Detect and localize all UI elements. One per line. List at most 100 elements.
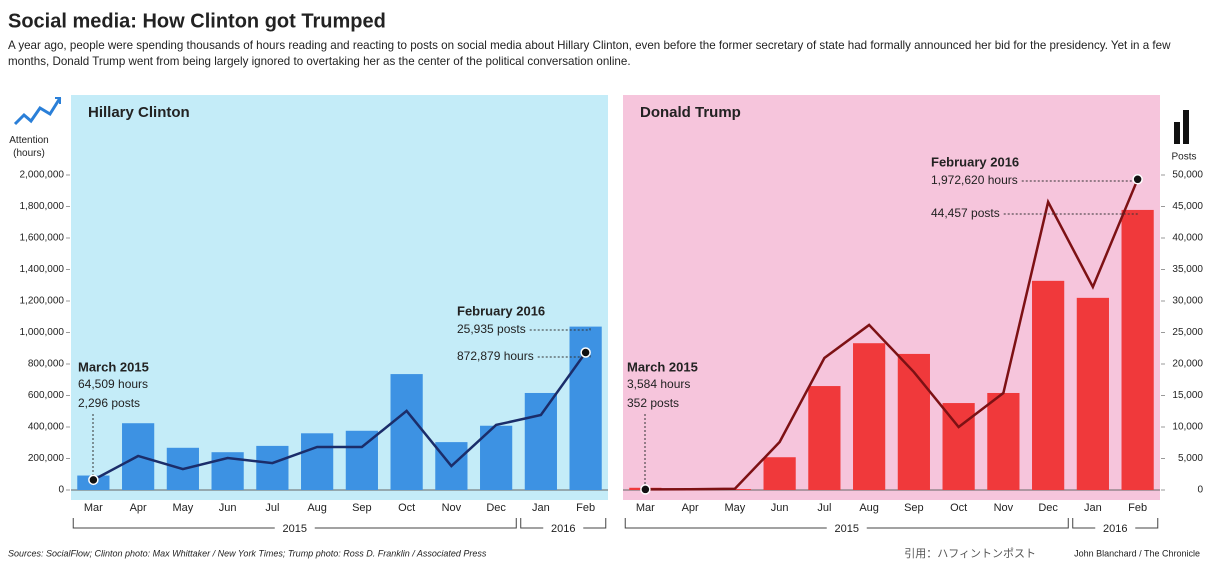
x-tick-label: Aug [307,502,327,514]
y2-tick-label: 45,000 [1172,201,1203,212]
group-bracket [1072,518,1159,529]
y-tick-label: 1,400,000 [20,264,65,275]
x-tick-label: Jul [817,502,831,514]
x-tick-label: Oct [398,502,415,514]
y2-tick-label: 20,000 [1172,359,1203,370]
bar [256,445,289,490]
x-tick-label: Jul [265,502,279,514]
subtitle: A year ago, people were spending thousan… [8,39,1171,68]
annotation: February 2016 [457,303,545,318]
y-tick-label: 1,800,000 [20,201,65,212]
bar [897,353,930,490]
y-axis-label: Attention (hours) [9,135,49,159]
bar [301,433,334,490]
bar-icon [1183,110,1189,144]
quote: 引用：ハフィントンポスト [904,546,1036,560]
panel-background [623,95,1160,500]
x-tick-label: Dec [1038,502,1058,514]
y2-tick-label: 30,000 [1172,296,1203,307]
group-label: 2015 [283,523,307,535]
x-tick-label: Sep [904,502,924,514]
x-tick-label: Mar [636,502,655,514]
group-bracket [520,518,607,529]
x-tick-label: Nov [442,502,462,514]
y2-tick-label: 5,000 [1178,453,1203,464]
leader [537,352,591,358]
value-label: 3,584 hours [627,377,690,391]
y-tick-label: 400,000 [28,422,65,433]
x-tick-label: Nov [994,502,1014,514]
bar [1032,280,1065,490]
bar [1121,209,1154,490]
point-marker [1132,174,1143,185]
y-tick-label: 0 [58,485,64,496]
x-tick-label: Aug [859,502,879,514]
x-tick-label: Dec [486,502,506,514]
x-tick-label: May [172,502,193,514]
y-tick-label: 1,600,000 [20,233,65,244]
page-title: Social media: How Clinton got Trumped [8,10,386,32]
x-tick-label: Apr [130,502,147,514]
x-tick-label: Feb [576,502,595,514]
line-icon-arrow [55,97,61,104]
x-tick-label: Jan [1084,502,1102,514]
y2-tick-label: 25,000 [1172,327,1203,338]
y2-tick-label: 40,000 [1172,233,1203,244]
line-icon [13,97,62,126]
bar [345,430,378,490]
bar [524,392,557,490]
x-tick-label: Feb [1128,502,1147,514]
y2-tick-label: 50,000 [1172,170,1203,181]
y-tick-label: 600,000 [28,390,65,401]
value-label: 25,935 posts [457,322,526,336]
value-label: 64,509 hours [78,377,148,391]
group-label: 2016 [1103,523,1127,535]
bar [853,343,886,490]
bar [390,374,423,490]
x-tick-label: Jun [771,502,789,514]
y-tick-label: 200,000 [28,453,65,464]
panel-title: Donald Trump [640,104,741,121]
annotation: March 2015 [78,359,149,374]
sources: Sources: SocialFlow; Clinton photo: Max … [8,548,487,558]
credit: John Blanchard / The Chronicle [1074,548,1200,558]
bar-icon [1174,122,1180,144]
value-label: 352 posts [627,396,679,410]
line [645,178,1139,491]
group-label: 2015 [835,523,859,535]
y2-tick-label: 0 [1197,485,1203,496]
x-tick-label: Mar [84,502,103,514]
value-label: 1,972,620 hours [931,173,1018,187]
point-marker [580,347,591,358]
x-tick-label: Apr [682,502,699,514]
bar [763,457,796,490]
y2-axis-label: Posts [1171,152,1196,163]
annotation: February 2016 [931,154,1019,169]
x-tick-label: Oct [950,502,967,514]
y2-tick-label: 10,000 [1172,422,1203,433]
annotation: March 2015 [627,359,698,374]
value-label: 44,457 posts [931,206,1000,220]
group-bracket [72,518,517,529]
y-tick-label: 800,000 [28,359,65,370]
panel-title: Hillary Clinton [88,104,190,121]
x-tick-label: Jun [219,502,237,514]
group-bracket [624,518,1069,529]
x-tick-label: Jan [532,502,550,514]
y-tick-label: 1,200,000 [20,296,65,307]
bar [808,386,841,490]
x-tick-label: Sep [352,502,372,514]
leader [529,326,591,331]
panel-background [71,95,608,500]
value-label: 2,296 posts [78,396,140,410]
bar [942,403,975,490]
y2-tick-label: 35,000 [1172,264,1203,275]
point-marker [640,484,651,495]
bar [987,392,1020,490]
line [92,351,587,481]
y2-tick-label: 15,000 [1172,390,1203,401]
x-tick-label: May [724,502,745,514]
y-tick-label: 1,000,000 [20,327,65,338]
